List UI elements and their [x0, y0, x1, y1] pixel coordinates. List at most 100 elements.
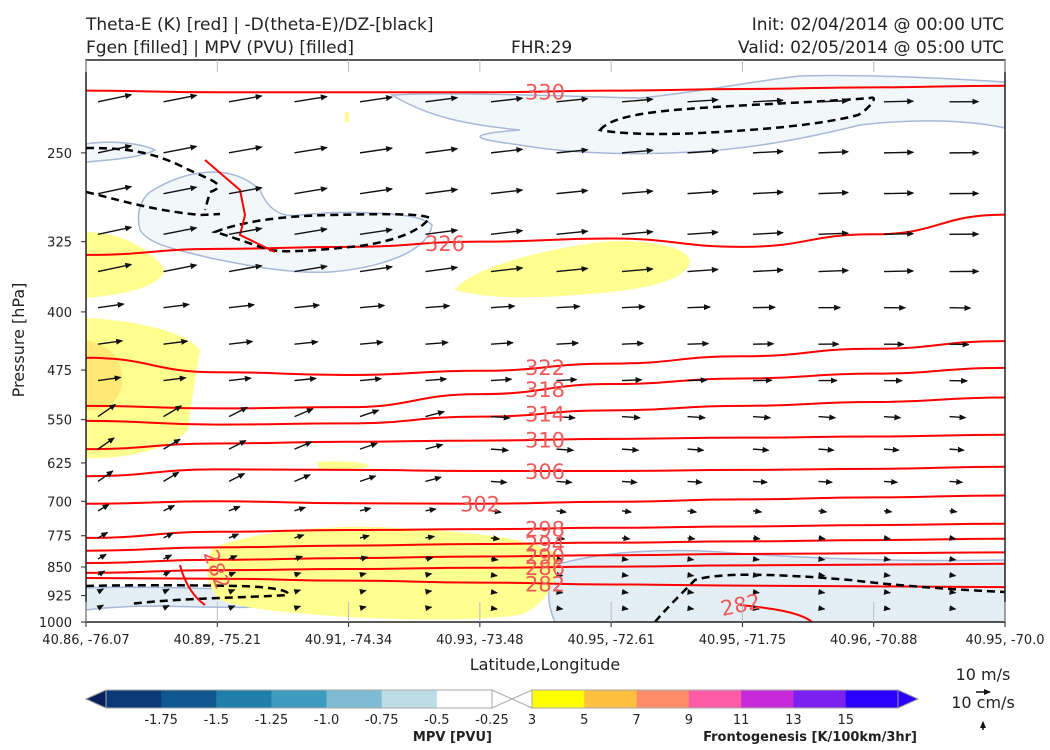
wind-vector — [818, 97, 850, 104]
wind-vector — [97, 531, 109, 539]
colorbar-swatch — [326, 690, 383, 708]
wind-vector — [163, 532, 174, 539]
wind-vector — [425, 376, 448, 383]
wind-vector — [490, 95, 524, 103]
mpv-area-upper — [389, 74, 1005, 155]
wind-vector — [818, 555, 826, 562]
plot-area — [86, 74, 1005, 622]
y-axis-label: Pressure [hPa] — [9, 283, 28, 398]
wind-vector — [818, 267, 850, 274]
wind-vector — [556, 508, 567, 515]
colorbar-tick-label: -1.0 — [314, 713, 339, 728]
wind-vector — [425, 146, 459, 154]
contour-label-326: 326 — [425, 232, 465, 256]
wind-vector — [359, 605, 367, 612]
wind-vector — [883, 508, 893, 515]
colorbar-tick-label: -0.75 — [365, 713, 399, 728]
ddz-contour-upper — [597, 96, 875, 136]
wind-vector — [687, 555, 695, 562]
colorbar-arrow — [491, 689, 514, 709]
wind-vector — [883, 571, 891, 578]
wind-vector — [228, 406, 249, 418]
contour-label-318: 318 — [525, 378, 565, 402]
wind-vector — [228, 339, 254, 346]
x-tick-label: 40.89, -75.21 — [174, 633, 261, 648]
wind-vector — [97, 225, 133, 235]
theta-e-contour-322 — [86, 340, 1005, 377]
wind-vector — [228, 571, 237, 578]
wind-vector — [490, 376, 513, 383]
fgen-area-bottom — [207, 526, 560, 620]
forecast-hour: FHR:29 — [511, 38, 573, 58]
wind-vector — [490, 479, 508, 486]
ddz-contour-lowright — [654, 573, 1005, 622]
wind-vector — [490, 228, 524, 235]
contour-label-314: 314 — [525, 403, 565, 427]
colorbar-swatch — [741, 690, 794, 708]
wind-vector — [687, 229, 719, 236]
wind-vector — [359, 95, 394, 103]
wind-vector — [818, 230, 850, 237]
wind-vector — [490, 571, 498, 578]
colorbar-tick-label: 15 — [837, 713, 854, 728]
wind-vector — [621, 535, 631, 542]
wind-vector — [752, 555, 760, 562]
y-tick-label: 1000 — [39, 616, 72, 631]
wind-vector — [359, 227, 394, 235]
wind-vector — [556, 188, 589, 195]
wind-vector — [621, 229, 654, 236]
colorbar-tick-label: 5 — [580, 713, 588, 728]
wind-vector — [490, 556, 499, 563]
wind-vector — [621, 555, 629, 562]
wind-vector — [490, 446, 510, 453]
wind-vector — [228, 472, 246, 483]
wind-vector — [687, 377, 708, 384]
colorbar-swatch — [636, 690, 690, 708]
y-tick-label: 925 — [47, 590, 72, 605]
x-axis: 40.86, -76.07 40.89, -75.21 40.91, -74.34 4… — [42, 60, 1045, 648]
wind-vector — [556, 479, 573, 486]
wind-vector — [556, 147, 589, 154]
contour-label-306: 306 — [525, 460, 565, 484]
colorbar-swatch — [271, 690, 328, 708]
wind-vector — [556, 605, 564, 612]
wind-vector — [97, 553, 107, 560]
wind-vector — [949, 508, 958, 514]
colorbar-swatch — [161, 690, 217, 708]
wind-vector — [687, 148, 719, 155]
wind-vector — [687, 266, 719, 273]
wind-vector — [425, 410, 446, 418]
wind-vector — [228, 145, 263, 154]
wind-vector — [752, 189, 784, 196]
wind-vector — [163, 571, 171, 578]
theta-e-contour-330 — [86, 84, 1005, 94]
wind-vector — [687, 414, 707, 421]
wind-vector — [818, 478, 834, 485]
colorbar-swatch — [106, 690, 162, 708]
wind-vector — [818, 149, 850, 156]
wind-vector — [752, 478, 768, 485]
theta-e-contour-306 — [86, 465, 1005, 478]
fgen-area-sliver — [318, 461, 370, 470]
wind-vector — [883, 190, 915, 197]
theta-e-contour-298 — [86, 522, 1005, 539]
wind-vector — [293, 589, 302, 595]
wind-vector — [425, 95, 459, 103]
wind-vector — [687, 535, 696, 542]
wind-vector — [621, 508, 633, 515]
wind-vector — [556, 571, 564, 578]
wind-vector — [818, 414, 837, 421]
colorbar-tick-label: 11 — [733, 713, 750, 728]
wind-vector — [163, 226, 198, 235]
wind-vector — [883, 534, 891, 541]
title-line-2: Fgen [filled] | MPV (PVU) [filled] — [86, 38, 355, 58]
theta-e-contour-282 — [86, 576, 1005, 589]
wind-vector — [621, 96, 654, 103]
wind-vector — [818, 508, 828, 515]
wind-vector — [97, 301, 125, 309]
wind-vector — [359, 339, 384, 346]
wind-vector — [949, 555, 957, 562]
wind-vector — [556, 446, 575, 453]
wind-vector — [621, 266, 654, 273]
